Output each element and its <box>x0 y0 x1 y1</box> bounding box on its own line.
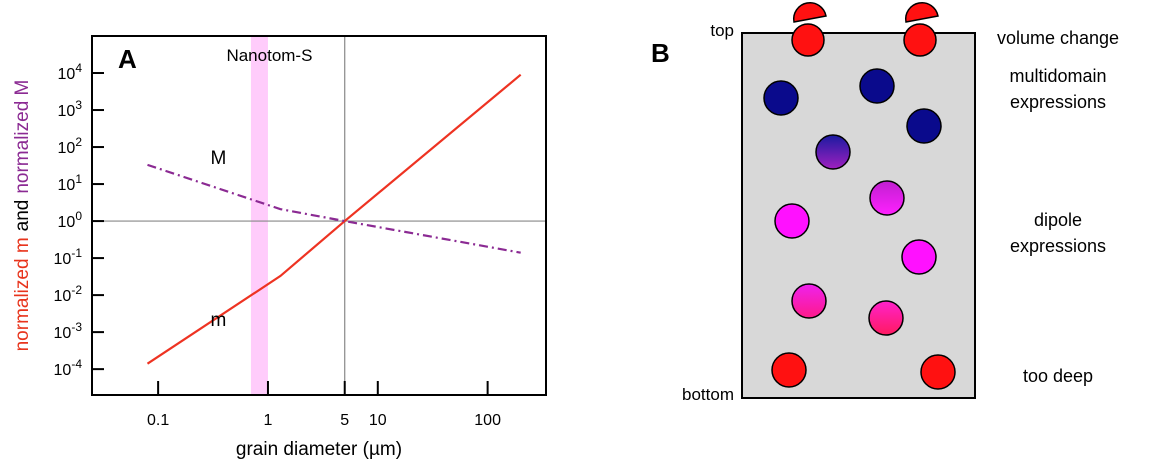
grain <box>903 23 937 57</box>
panel-label: A <box>118 44 137 74</box>
tick-exponent: 3 <box>75 98 82 112</box>
grain <box>920 354 956 390</box>
tick-exponent: 1 <box>75 172 82 186</box>
grain <box>791 23 825 57</box>
panel-b: B top bottom volume change multidomain exp… <box>651 1 1119 404</box>
tick-base: 10 <box>54 288 72 305</box>
panel-label: B <box>651 38 670 68</box>
series-label: M <box>210 148 226 169</box>
band-label: Nanotom-S <box>226 46 312 65</box>
y-tick-label: 104 <box>58 61 83 83</box>
y-axis-label: normalized m and normalized M <box>12 80 33 352</box>
grain <box>859 68 895 104</box>
annotation: multidomain expressions <box>1009 66 1106 112</box>
x-tick-label: 10 <box>369 412 387 429</box>
annotation: dipole expressions <box>1010 210 1106 256</box>
series-label: m <box>210 310 226 331</box>
tick-base: 10 <box>58 214 76 231</box>
tick-base: 10 <box>58 177 76 194</box>
y-tick-label: 102 <box>58 135 83 157</box>
grain <box>774 203 810 239</box>
tick-base: 10 <box>54 325 72 342</box>
y-label-part: normalized m <box>12 237 33 351</box>
tick-exponent: 2 <box>75 135 82 149</box>
grain <box>771 352 807 388</box>
y-tick-label: 10-2 <box>54 283 83 305</box>
y-tick-label: 10-3 <box>54 320 83 342</box>
grain <box>815 134 851 170</box>
series-line <box>147 163 521 254</box>
plot-frame <box>91 35 547 396</box>
bottom-label: bottom <box>682 385 734 404</box>
annotation-line: expressions <box>1010 236 1106 256</box>
grain <box>868 300 904 336</box>
tick-exponent: -1 <box>71 246 82 260</box>
top-label: top <box>710 21 734 40</box>
series-line <box>146 73 522 365</box>
y-label-part: and <box>12 200 33 232</box>
x-tick-label: 1 <box>264 412 273 429</box>
tick-exponent: 4 <box>75 61 82 75</box>
tick-base: 10 <box>58 103 76 120</box>
tick-exponent: -4 <box>71 357 82 371</box>
highlight-band <box>250 36 268 395</box>
tick-base: 10 <box>54 251 72 268</box>
y-tick-label: 100 <box>58 209 83 231</box>
tick-base: 10 <box>54 362 72 379</box>
x-tick-label: 5 <box>340 412 349 429</box>
grain-fragment <box>792 1 827 23</box>
y-label-part: normalized M <box>12 80 33 194</box>
tick-base: 10 <box>58 66 76 83</box>
annotation-line: too deep <box>1023 366 1093 386</box>
y-tick-label: 10-4 <box>54 357 83 379</box>
x-tick-label: 100 <box>474 412 501 429</box>
annotation: volume change <box>997 28 1119 48</box>
tick-base: 10 <box>58 140 76 157</box>
grain <box>869 180 905 216</box>
grain <box>763 80 799 116</box>
grain <box>791 283 827 319</box>
annotation-line: expressions <box>1010 92 1106 112</box>
panel-a: Nanotom-S10-410-310-210-1100101102103104… <box>12 35 547 460</box>
annotation-line: dipole <box>1034 210 1082 230</box>
y-tick-label: 101 <box>58 172 83 194</box>
grains <box>763 1 956 390</box>
tick-exponent: 0 <box>75 209 82 223</box>
annotation: too deep <box>1023 366 1093 386</box>
grain-fragment <box>904 1 939 23</box>
x-tick-label: 0.1 <box>147 412 169 429</box>
tick-exponent: -3 <box>71 320 82 334</box>
grain <box>906 108 942 144</box>
x-axis-label: grain diameter (µm) <box>236 439 402 460</box>
annotation-line: volume change <box>997 28 1119 48</box>
y-tick-label: 10-1 <box>54 246 83 268</box>
y-tick-label: 103 <box>58 98 83 120</box>
annotation-line: multidomain <box>1009 66 1106 86</box>
tick-exponent: -2 <box>71 283 82 297</box>
grain <box>901 239 937 275</box>
